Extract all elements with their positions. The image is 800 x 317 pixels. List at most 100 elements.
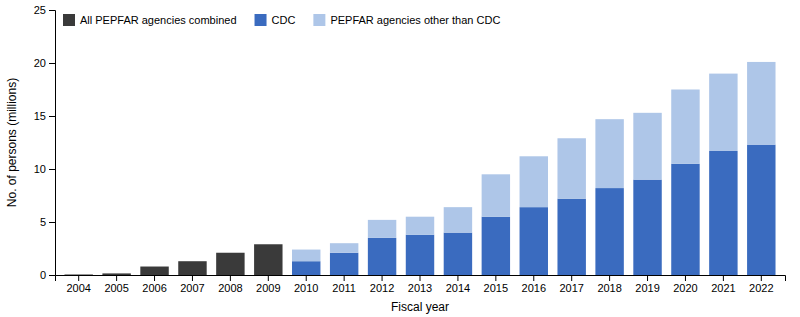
legend-label: CDC	[272, 14, 296, 26]
tick-label: 10	[34, 163, 46, 175]
tick-mark	[685, 275, 686, 281]
tick: 2017	[559, 275, 583, 294]
tick-label: 15	[34, 110, 46, 122]
bar	[557, 199, 585, 275]
tick: 2014	[446, 275, 470, 294]
tick: 2008	[218, 275, 242, 294]
tick: 20	[34, 57, 55, 69]
bar	[330, 253, 358, 275]
tick: 10	[34, 163, 55, 175]
legend: All PEPFAR agencies combined CDC PEPFAR ag…	[63, 14, 500, 26]
bar	[671, 90, 699, 164]
tick: 2011	[332, 275, 356, 294]
tick-label: 2016	[522, 282, 546, 294]
bar	[216, 253, 244, 275]
tick: 2013	[408, 275, 432, 294]
tick-mark	[49, 169, 55, 170]
tick-mark	[495, 275, 496, 281]
tick-mark	[268, 275, 269, 281]
plot-area: 0510152025200420052006200720082009201020…	[34, 4, 786, 294]
bar	[330, 243, 358, 253]
y-axis: 0510152025	[34, 4, 56, 281]
tick-label: 2019	[635, 282, 659, 294]
bars	[64, 62, 775, 275]
tick: 15	[34, 110, 55, 122]
bar	[557, 138, 585, 198]
tick-mark	[761, 275, 762, 281]
tick-mark	[116, 275, 117, 281]
tick-label: 0	[40, 269, 46, 281]
tick-mark	[49, 10, 55, 11]
legend-swatch	[63, 14, 75, 26]
tick: 2012	[370, 275, 394, 294]
tick-label: 2015	[484, 282, 508, 294]
tick-label: 2005	[104, 282, 128, 294]
tick-mark	[49, 222, 55, 223]
bar	[520, 156, 548, 207]
tick-label: 2011	[332, 282, 356, 294]
legend-item: All PEPFAR agencies combined	[63, 14, 237, 26]
bar	[444, 233, 472, 275]
tick-mark	[344, 275, 345, 281]
bar	[747, 145, 775, 275]
tick: 2016	[522, 275, 546, 294]
tick-label: 2004	[66, 282, 90, 294]
bar	[292, 261, 320, 275]
tick-mark	[49, 275, 55, 276]
tick-label: 2018	[597, 282, 621, 294]
bar	[709, 74, 737, 151]
tick-label: 2008	[218, 282, 242, 294]
tick-label: 2020	[673, 282, 697, 294]
tick-mark	[78, 275, 79, 281]
bar	[254, 244, 282, 275]
tick: 2006	[142, 275, 166, 294]
tick: 2010	[294, 275, 318, 294]
tick-mark	[647, 275, 648, 281]
tick-mark	[533, 275, 534, 281]
tick-label: 2017	[559, 282, 583, 294]
bar	[64, 274, 92, 275]
bar	[102, 273, 130, 275]
legend-item: PEPFAR agencies other than CDC	[313, 14, 500, 26]
bar-series	[292, 145, 776, 275]
tick-mark	[609, 275, 610, 281]
tick: 2021	[711, 275, 735, 294]
chart: 0510152025200420052006200720082009201020…	[0, 0, 800, 317]
bar	[406, 217, 434, 235]
bar	[595, 188, 623, 275]
tick-label: 2014	[446, 282, 470, 294]
tick-mark	[723, 275, 724, 281]
tick: 2005	[104, 275, 128, 294]
x-axis: 2004 2005 2006 2007 2008 2009 2010 2011 2012 2013…	[56, 275, 786, 294]
tick: 2022	[749, 275, 773, 294]
axis-line	[49, 11, 56, 276]
tick: 2018	[597, 275, 621, 294]
legend-item: CDC	[255, 14, 296, 26]
bar	[368, 238, 396, 275]
bar	[520, 207, 548, 275]
legend-label: PEPFAR agencies other than CDC	[330, 14, 500, 26]
tick: 2009	[256, 275, 280, 294]
axis-line	[56, 276, 786, 282]
tick-label: 2021	[711, 282, 735, 294]
tick-label: 2010	[294, 282, 318, 294]
tick: 0	[40, 269, 55, 281]
bar-series	[64, 244, 282, 275]
bar	[482, 174, 510, 216]
tick-label: 20	[34, 57, 46, 69]
tick-mark	[49, 116, 55, 117]
tick-mark	[49, 63, 55, 64]
tick-mark	[230, 275, 231, 281]
tick: 2020	[673, 275, 697, 294]
bar-series	[292, 62, 776, 261]
bar	[140, 267, 168, 275]
bar	[633, 113, 661, 180]
bar	[709, 151, 737, 275]
tick-label: 2012	[370, 282, 394, 294]
tick-label: 2007	[180, 282, 204, 294]
bar	[747, 62, 775, 145]
tick: 25	[34, 4, 55, 16]
tick: 2007	[180, 275, 204, 294]
y-axis-title: No. of persons (millions)	[5, 78, 19, 207]
tick: 2015	[484, 275, 508, 294]
